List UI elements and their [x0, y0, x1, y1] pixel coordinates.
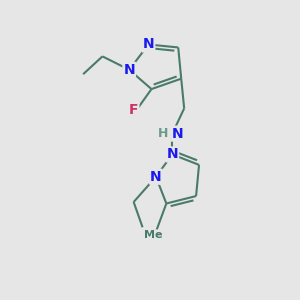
Text: Me: Me [144, 230, 163, 240]
Text: F: F [129, 103, 138, 117]
Text: N: N [123, 63, 135, 77]
Text: N: N [172, 127, 184, 141]
Text: N: N [167, 148, 178, 161]
Text: H: H [158, 127, 168, 140]
Text: N: N [150, 170, 162, 184]
Text: N: N [143, 38, 154, 52]
